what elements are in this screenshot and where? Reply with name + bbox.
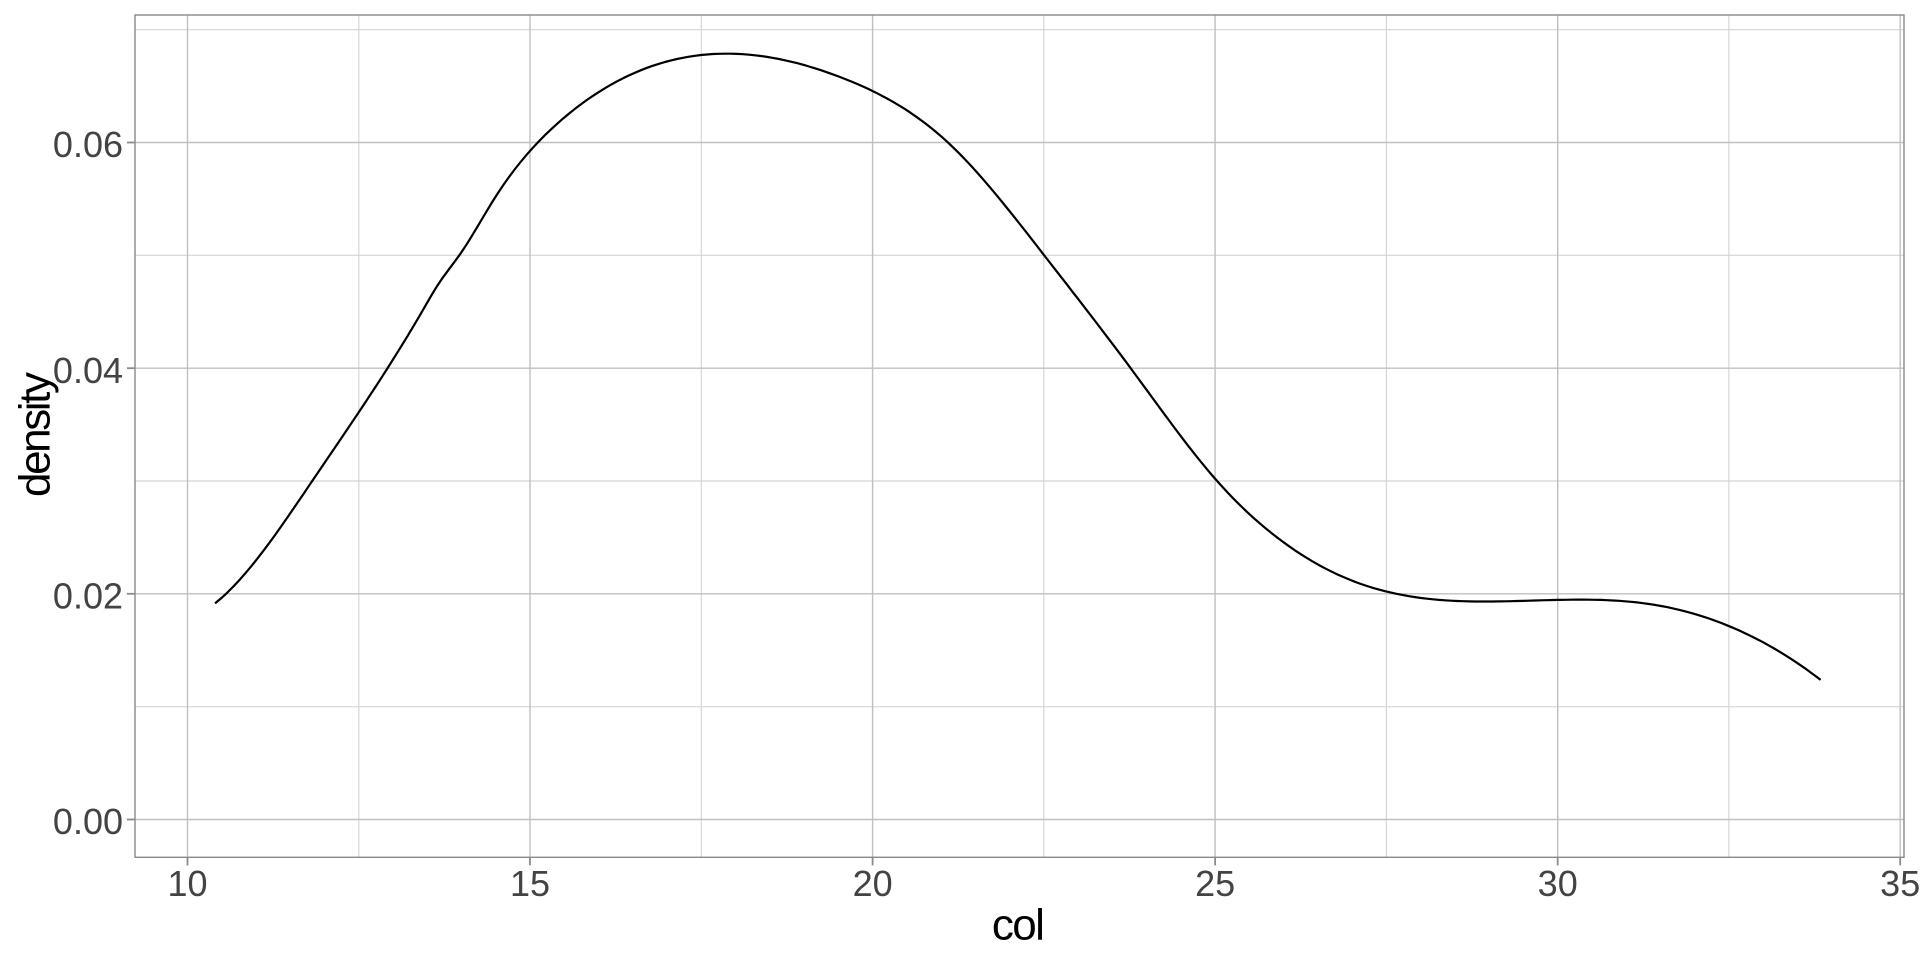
svg-text:col: col xyxy=(992,901,1045,950)
svg-text:15: 15 xyxy=(510,863,550,904)
svg-text:25: 25 xyxy=(1195,863,1235,904)
svg-text:10: 10 xyxy=(167,863,207,904)
svg-text:0.04: 0.04 xyxy=(53,350,123,391)
svg-text:density: density xyxy=(10,372,59,497)
svg-text:0.06: 0.06 xyxy=(53,124,123,165)
svg-text:30: 30 xyxy=(1538,863,1578,904)
svg-text:20: 20 xyxy=(853,863,893,904)
svg-text:0.00: 0.00 xyxy=(53,801,123,842)
svg-text:35: 35 xyxy=(1880,863,1920,904)
svg-text:0.02: 0.02 xyxy=(53,575,123,616)
